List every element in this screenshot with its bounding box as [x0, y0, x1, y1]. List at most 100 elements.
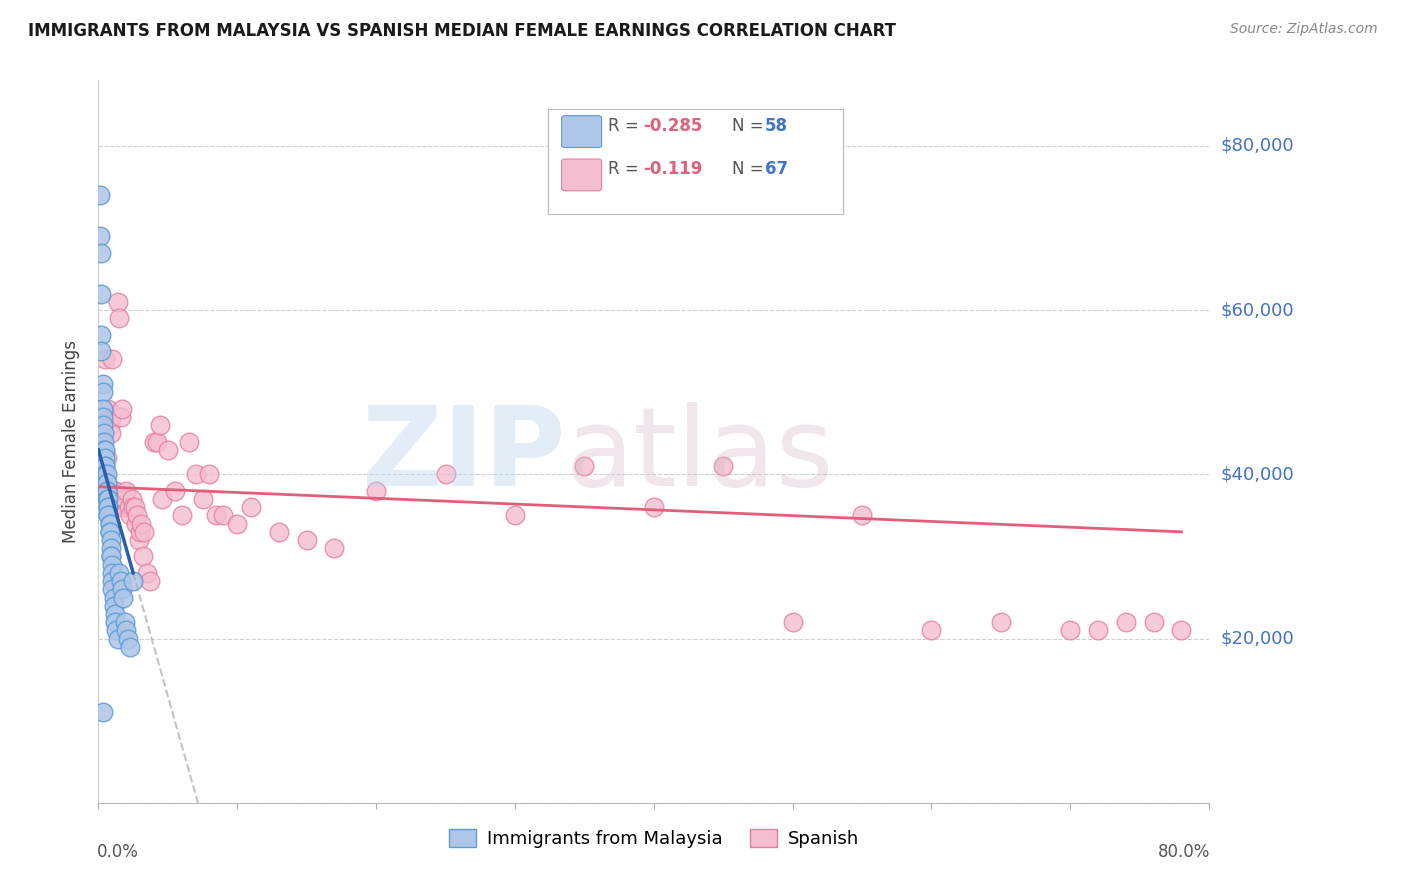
- Point: [96, 450, 118, 465]
- Legend: Immigrants from Malaysia, Spanish: Immigrants from Malaysia, Spanish: [441, 822, 866, 855]
- Point: [100, 549, 122, 564]
- Point: [132, 549, 155, 564]
- Point: [101, 500, 124, 515]
- Point: [91, 418, 114, 433]
- Point: [122, 574, 145, 588]
- Point: [101, 558, 124, 572]
- Point: [990, 615, 1012, 630]
- Point: [101, 352, 124, 367]
- Point: [295, 533, 318, 547]
- Point: [156, 442, 179, 457]
- Point: [323, 541, 346, 556]
- Point: [103, 483, 125, 498]
- Point: [366, 483, 388, 498]
- Point: [107, 632, 129, 646]
- Text: $20,000: $20,000: [1220, 630, 1294, 648]
- Point: [782, 615, 804, 630]
- Point: [148, 418, 170, 433]
- Point: [97, 491, 120, 506]
- Point: [118, 500, 141, 515]
- Text: N =: N =: [731, 161, 769, 178]
- Text: -0.285: -0.285: [643, 117, 702, 135]
- Point: [1059, 624, 1081, 638]
- Y-axis label: Median Female Earnings: Median Female Earnings: [62, 340, 80, 543]
- Point: [105, 624, 128, 638]
- Point: [90, 327, 112, 342]
- Point: [128, 533, 150, 547]
- Point: [97, 491, 120, 506]
- Point: [94, 459, 117, 474]
- Point: [100, 426, 122, 441]
- Point: [112, 500, 135, 515]
- Text: 0.0%: 0.0%: [97, 843, 139, 861]
- Point: [503, 508, 526, 523]
- FancyBboxPatch shape: [561, 116, 602, 147]
- Point: [145, 434, 167, 449]
- Point: [1087, 624, 1109, 638]
- Point: [115, 624, 138, 638]
- Point: [114, 491, 136, 506]
- Point: [205, 508, 228, 523]
- Point: [97, 500, 120, 515]
- Point: [177, 434, 200, 449]
- Point: [91, 377, 114, 392]
- Point: [89, 229, 111, 244]
- Point: [93, 434, 115, 449]
- Text: -0.119: -0.119: [643, 161, 702, 178]
- Point: [90, 245, 112, 260]
- Point: [114, 615, 136, 630]
- Point: [94, 467, 117, 482]
- Point: [89, 188, 111, 202]
- Point: [101, 566, 124, 580]
- Point: [91, 385, 114, 400]
- Point: [198, 467, 221, 482]
- Point: [90, 286, 112, 301]
- Point: [96, 483, 118, 498]
- Text: 58: 58: [765, 117, 787, 135]
- Point: [101, 582, 124, 597]
- Point: [139, 574, 162, 588]
- Point: [851, 508, 873, 523]
- Point: [124, 500, 146, 515]
- Text: 67: 67: [765, 161, 787, 178]
- Point: [110, 574, 132, 588]
- Text: IMMIGRANTS FROM MALAYSIA VS SPANISH MEDIAN FEMALE EARNINGS CORRELATION CHART: IMMIGRANTS FROM MALAYSIA VS SPANISH MEDI…: [28, 22, 896, 40]
- Point: [111, 582, 134, 597]
- Point: [711, 459, 734, 474]
- Point: [98, 524, 121, 539]
- Point: [111, 401, 134, 416]
- Point: [108, 311, 131, 326]
- Point: [100, 409, 122, 424]
- Text: $80,000: $80,000: [1220, 137, 1294, 155]
- Point: [97, 508, 120, 523]
- Point: [96, 475, 118, 490]
- Point: [120, 508, 142, 523]
- Point: [96, 491, 118, 506]
- Point: [93, 483, 115, 498]
- Point: [97, 508, 120, 523]
- Point: [103, 599, 125, 613]
- Point: [117, 632, 139, 646]
- Point: [143, 434, 166, 449]
- Point: [98, 516, 121, 531]
- Text: 80.0%: 80.0%: [1159, 843, 1211, 861]
- Point: [98, 418, 121, 433]
- Point: [100, 533, 122, 547]
- Point: [134, 524, 156, 539]
- Point: [104, 607, 127, 621]
- Point: [920, 624, 942, 638]
- Point: [96, 483, 118, 498]
- Point: [115, 483, 138, 498]
- Point: [240, 500, 263, 515]
- Text: R =: R =: [609, 161, 650, 178]
- Point: [94, 442, 117, 457]
- Point: [643, 500, 665, 515]
- Point: [100, 549, 122, 564]
- Text: ZIP: ZIP: [361, 402, 565, 509]
- Point: [163, 483, 186, 498]
- FancyBboxPatch shape: [548, 109, 842, 214]
- Point: [120, 640, 142, 654]
- Point: [226, 516, 249, 531]
- Point: [97, 401, 120, 416]
- Point: [104, 615, 127, 630]
